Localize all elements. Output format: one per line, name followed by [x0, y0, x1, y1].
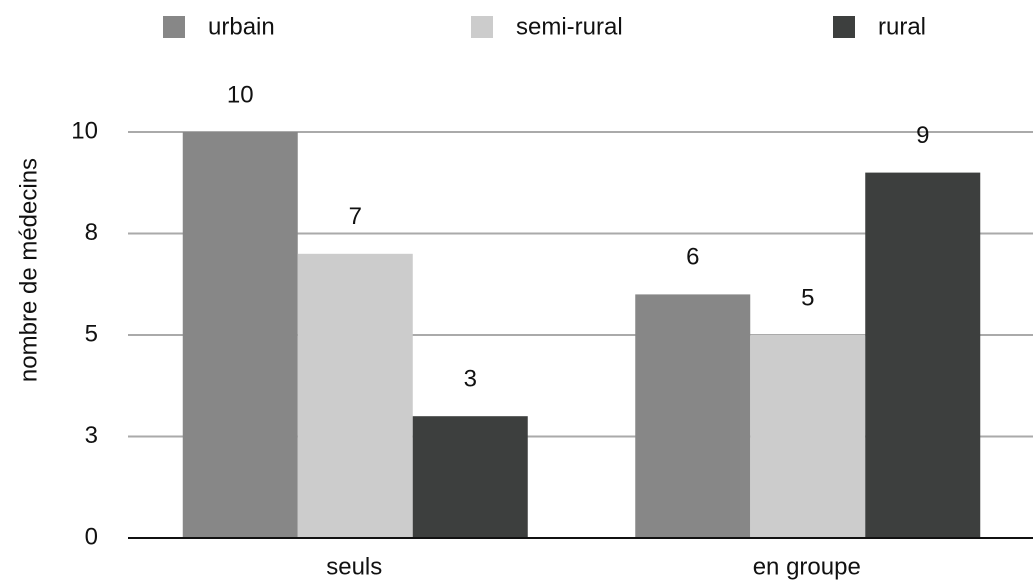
bar	[750, 335, 866, 538]
y-tick-label: 0	[85, 523, 98, 550]
y-tick-label: 5	[85, 320, 98, 347]
data-label: 10	[227, 81, 254, 108]
legend-label: urbain	[208, 13, 275, 40]
bar	[297, 253, 413, 539]
y-tick-label: 8	[85, 219, 98, 246]
legend-label: semi-rural	[516, 13, 623, 40]
bar	[635, 294, 751, 538]
data-label: 5	[801, 284, 814, 311]
data-label: 9	[916, 122, 929, 149]
bar	[182, 132, 298, 538]
legend-swatch	[833, 16, 855, 38]
y-tick-label: 10	[71, 117, 98, 144]
data-label: 6	[686, 244, 699, 271]
data-label: 7	[349, 203, 362, 230]
bar	[412, 416, 528, 538]
legend-swatch	[163, 16, 185, 38]
legend-swatch	[471, 16, 493, 38]
y-tick-label: 3	[85, 422, 98, 449]
data-label: 3	[464, 366, 477, 393]
y-axis-label: nombre de médecins	[15, 158, 42, 382]
legend-label: rural	[878, 13, 926, 40]
bar	[865, 172, 981, 538]
x-tick-label: en groupe	[753, 553, 861, 580]
x-tick-label: seuls	[326, 553, 382, 580]
